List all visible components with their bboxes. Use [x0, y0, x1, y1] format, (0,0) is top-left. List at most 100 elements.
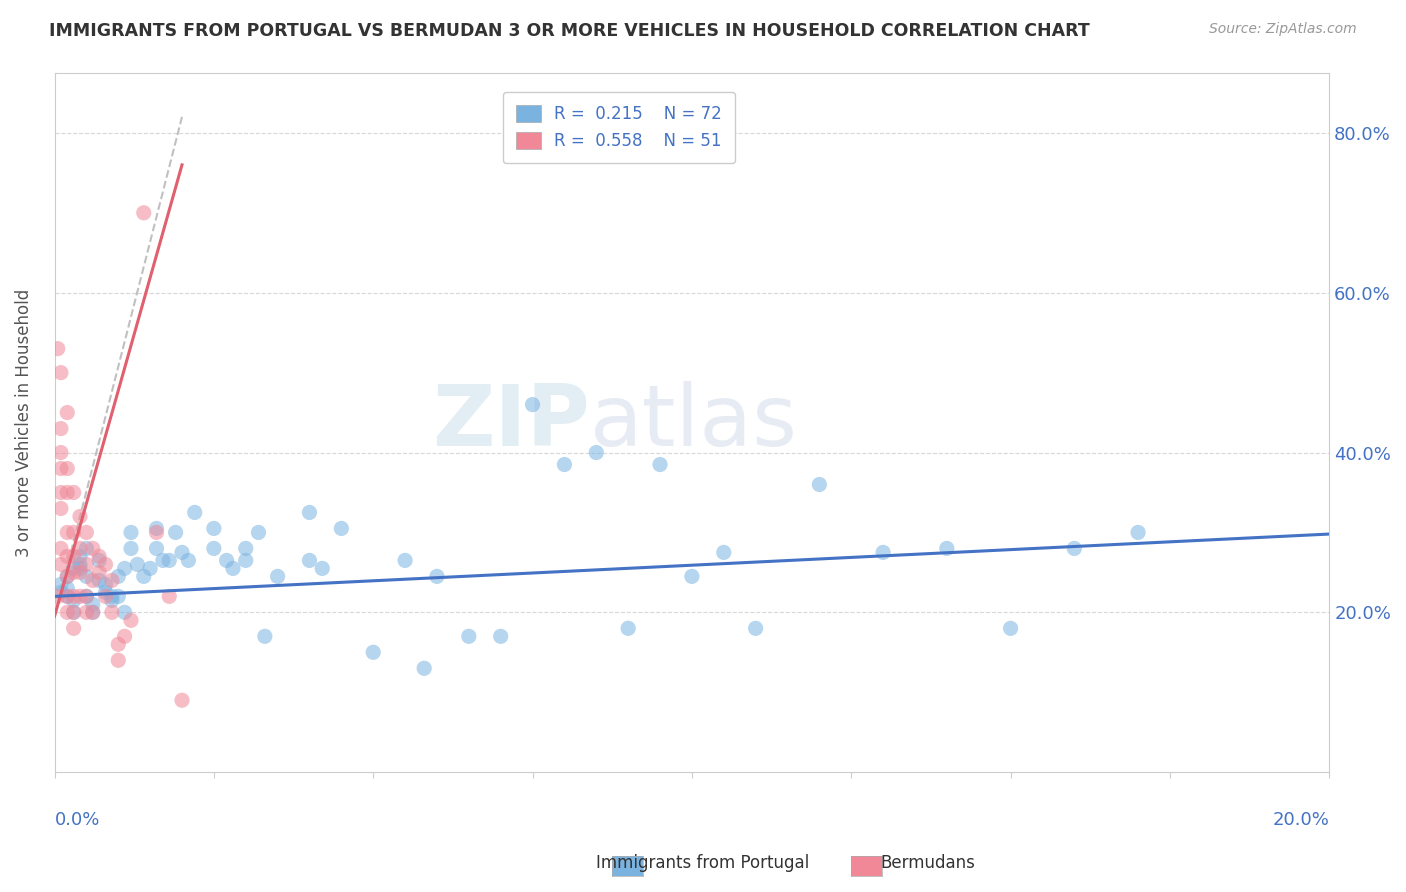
Point [553, 458, 575, 472]
Point [107, 590, 129, 604]
Point [713, 545, 735, 559]
Point [69, 549, 91, 564]
Point [89, 566, 111, 580]
Point [170, 545, 193, 559]
Point [49, 461, 72, 475]
Point [139, 561, 162, 575]
Point [62, 590, 84, 604]
Point [170, 693, 193, 707]
Point [56, 605, 79, 619]
Legend: R =  0.215    N = 72, R =  0.558    N = 51: R = 0.215 N = 72, R = 0.558 N = 51 [503, 92, 735, 163]
Point [1063, 541, 1085, 556]
Point [75, 590, 97, 604]
Point [89, 574, 111, 588]
Point [75, 605, 97, 619]
Point [69, 590, 91, 604]
Point [1000, 621, 1022, 635]
Point [165, 525, 187, 540]
Point [311, 561, 333, 575]
Point [69, 509, 91, 524]
Point [56, 590, 79, 604]
Point [56, 569, 79, 583]
Point [94, 577, 117, 591]
Point [157, 553, 180, 567]
Point [120, 613, 142, 627]
Point [49, 558, 72, 572]
Point [298, 553, 321, 567]
Point [56, 582, 79, 596]
Point [49, 541, 72, 556]
Point [114, 629, 136, 643]
Point [101, 593, 124, 607]
Point [145, 525, 167, 540]
Point [132, 206, 155, 220]
Point [46, 590, 69, 604]
Point [46, 342, 69, 356]
Point [62, 621, 84, 635]
Point [361, 645, 384, 659]
Point [56, 461, 79, 475]
Point [114, 605, 136, 619]
Point [56, 485, 79, 500]
Point [69, 541, 91, 556]
Point [62, 566, 84, 580]
Point [298, 506, 321, 520]
Point [202, 541, 225, 556]
Point [62, 525, 84, 540]
Point [744, 621, 766, 635]
Point [413, 661, 436, 675]
Point [120, 525, 142, 540]
Point [56, 406, 79, 420]
Point [253, 629, 276, 643]
Point [872, 545, 894, 559]
Text: Bermudans: Bermudans [880, 855, 976, 872]
Point [107, 653, 129, 667]
Point [127, 558, 149, 572]
Point [82, 598, 104, 612]
Point [114, 561, 136, 575]
Point [457, 629, 479, 643]
Point [75, 525, 97, 540]
Point [184, 506, 207, 520]
Point [132, 569, 155, 583]
Point [235, 553, 257, 567]
Point [935, 541, 957, 556]
Y-axis label: 3 or more Vehicles in Household: 3 or more Vehicles in Household [15, 288, 32, 557]
Point [145, 541, 167, 556]
Point [107, 637, 129, 651]
Point [235, 541, 257, 556]
Point [56, 569, 79, 583]
Point [648, 458, 671, 472]
Point [94, 558, 117, 572]
Point [69, 566, 91, 580]
Point [49, 577, 72, 591]
Point [62, 605, 84, 619]
Point [69, 558, 91, 572]
Point [489, 629, 512, 643]
Point [215, 553, 238, 567]
Point [69, 561, 91, 575]
Point [62, 593, 84, 607]
Text: ZIP: ZIP [432, 381, 591, 464]
Point [49, 585, 72, 599]
Point [247, 525, 270, 540]
Point [56, 590, 79, 604]
Point [101, 574, 124, 588]
Point [522, 398, 544, 412]
Point [222, 561, 245, 575]
Point [49, 445, 72, 459]
Point [1126, 525, 1149, 540]
Point [56, 549, 79, 564]
Point [808, 477, 831, 491]
Point [49, 421, 72, 435]
Point [62, 605, 84, 619]
Text: Immigrants from Portugal: Immigrants from Portugal [596, 855, 810, 872]
Point [75, 541, 97, 556]
Point [75, 590, 97, 604]
Point [56, 525, 79, 540]
Point [394, 553, 416, 567]
Point [177, 553, 200, 567]
Text: 20.0%: 20.0% [1272, 811, 1329, 829]
Point [89, 553, 111, 567]
Point [82, 574, 104, 588]
